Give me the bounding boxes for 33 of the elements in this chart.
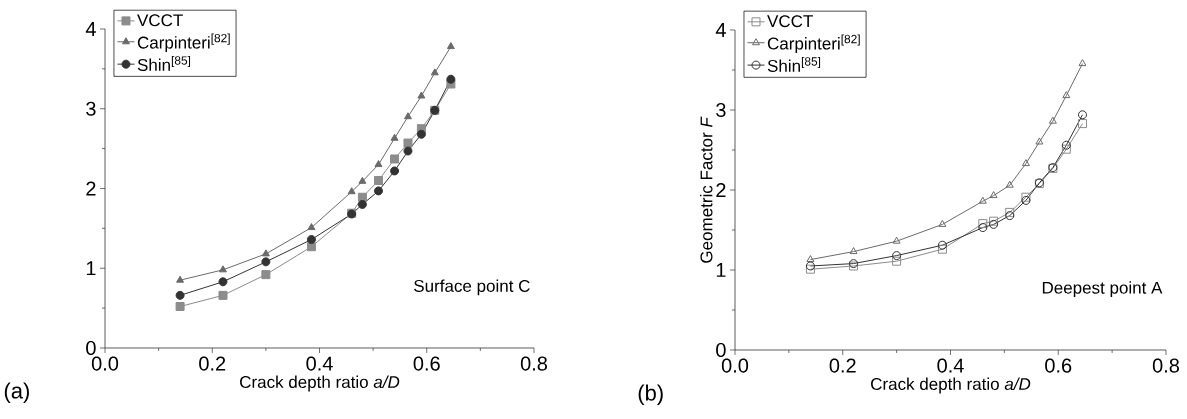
x-tick-label: 0.0	[91, 356, 119, 371]
x-tick-label: 0.8	[520, 356, 548, 371]
x-tick-label: 0.6	[413, 356, 440, 371]
y-tick-label: 2	[716, 183, 726, 197]
text: (a)	[4, 382, 29, 403]
x-axis-title: Crack depth ratio a/D	[240, 375, 400, 392]
x-tick-label: 0.2	[199, 356, 226, 371]
x-tick-label: 0.8	[1152, 358, 1180, 373]
x-tick-label: 0.4	[306, 356, 333, 371]
y-tick-label: 4	[85, 22, 96, 36]
y-tick-label: 0	[716, 342, 726, 358]
x-tick-label: 0.0	[721, 358, 749, 373]
legend-label: Shin$^{[85]}$	[767, 56, 821, 72]
annotation: Surface point C	[414, 279, 530, 296]
legend-label: Carpinteri$^{[82]}$	[767, 34, 860, 53]
x-axis-title: Crack depth ratio a/D	[871, 377, 1031, 394]
y-tick-label: 4	[715, 23, 726, 37]
y-tick-label: 0	[86, 340, 96, 356]
x-tick-label: 0.4	[937, 358, 964, 373]
y-tick-label: 1	[86, 261, 96, 276]
legend-label: Carpinteri$^{[82]}$	[137, 33, 230, 52]
y-tick-label: 3	[86, 101, 96, 116]
y-tick-label: 1	[716, 263, 726, 277]
y-tick-label: 3	[716, 102, 726, 118]
y-tick-label: 2	[86, 181, 96, 196]
x-tick-label: 0.6	[1045, 358, 1072, 373]
legend-label: VCCT	[767, 15, 813, 28]
y-axis-title: Geometric Factor F	[700, 116, 713, 263]
legend-label: VCCT	[137, 14, 183, 27]
x-tick-label: 0.2	[829, 358, 856, 373]
annotation: Deepest point A	[1042, 281, 1163, 298]
text: (b)	[638, 384, 663, 406]
legend-label: Shin$^{[85]}$	[137, 55, 191, 72]
